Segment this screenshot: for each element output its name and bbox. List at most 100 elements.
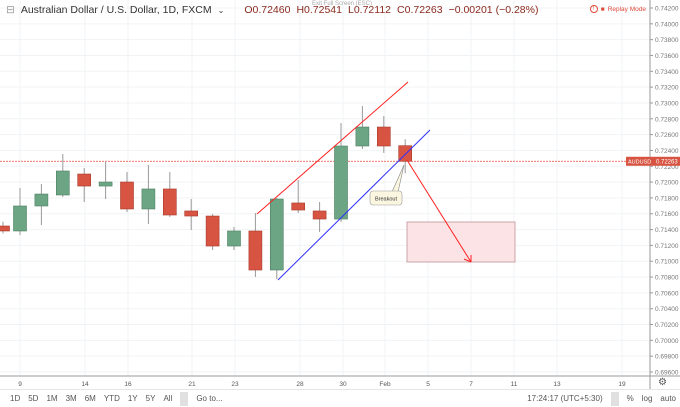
candle-down bbox=[77, 173, 91, 187]
candle-up bbox=[355, 126, 370, 147]
time-tick-label: 11 bbox=[511, 381, 518, 388]
last-price-label: 0.72263 bbox=[656, 159, 678, 165]
time-tick-label: 30 bbox=[339, 381, 347, 388]
price-tick-label: 0.72600 bbox=[655, 132, 679, 139]
price-tick-label: 0.73400 bbox=[655, 69, 679, 76]
low-value: L0.72112 bbox=[348, 4, 392, 16]
price-tick-label: 0.71600 bbox=[655, 211, 679, 218]
price-chart[interactable]: 0.74200 0.74000 0.73800 0.73600 0.73400 0.732… bbox=[0, 0, 680, 389]
percent-toggle[interactable]: % bbox=[626, 394, 634, 403]
upper-trendline bbox=[256, 81, 409, 215]
price-tick-label: 0.70000 bbox=[655, 338, 679, 345]
price-tick-label: 0.74000 bbox=[655, 21, 679, 28]
price-tick-label: 0.71000 bbox=[655, 259, 679, 266]
divider bbox=[180, 391, 189, 406]
candle-down bbox=[163, 188, 177, 216]
price-tick-label: 0.69800 bbox=[655, 354, 679, 361]
price-tick-label: 0.71800 bbox=[655, 195, 679, 202]
replay-mode-button[interactable]: ! ■ Replay Mode bbox=[589, 5, 646, 13]
price-tick-label: 0.71200 bbox=[655, 243, 679, 250]
open-value: O0.72460 bbox=[244, 4, 291, 16]
auto-toggle[interactable]: auto bbox=[660, 394, 676, 403]
range-3m[interactable]: 3M bbox=[65, 394, 77, 403]
time-tick-label: 23 bbox=[231, 381, 239, 388]
close-value: C0.72263 bbox=[397, 4, 443, 16]
candle-down bbox=[184, 210, 198, 217]
range-6m[interactable]: 6M bbox=[84, 394, 96, 403]
price-tick-label: 0.70600 bbox=[655, 290, 679, 297]
candle-up bbox=[98, 181, 113, 187]
range-ytd[interactable]: YTD bbox=[103, 394, 120, 403]
time-tick-label: 9 bbox=[18, 381, 22, 388]
range-1d[interactable]: 1D bbox=[10, 394, 21, 403]
range-1y[interactable]: 1Y bbox=[127, 394, 138, 403]
price-tick-label: 0.70800 bbox=[655, 275, 679, 282]
candle-down bbox=[248, 230, 263, 271]
chart-header: ⊟ Australian Dollar / U.S. Dollar, 1D, F… bbox=[6, 4, 538, 16]
breakout-label: Breakout bbox=[375, 197, 397, 203]
price-tick-label: 0.73200 bbox=[655, 85, 679, 92]
range-5d[interactable]: 5D bbox=[28, 394, 39, 403]
bottom-toolbar: 1D 5D 1M 3M 6M YTD 1Y 5Y All Go to... 17… bbox=[0, 389, 680, 407]
time-tick-label: 5 bbox=[426, 381, 430, 388]
gear-icon[interactable]: ⚙ bbox=[658, 377, 667, 388]
price-tick-label: 0.74200 bbox=[655, 6, 679, 13]
candle-up bbox=[34, 193, 49, 207]
price-tick-label: 0.73000 bbox=[655, 100, 679, 107]
candle-up bbox=[269, 198, 284, 271]
price-tick-label: 0.72400 bbox=[655, 148, 679, 155]
price-tick-label: 0.73600 bbox=[655, 53, 679, 60]
range-1m[interactable]: 1M bbox=[46, 394, 58, 403]
time-tick-label: 28 bbox=[296, 381, 304, 388]
time-tick-label: 16 bbox=[124, 381, 132, 388]
candle-up bbox=[334, 145, 348, 220]
replay-mode-label: Replay Mode bbox=[607, 5, 646, 13]
candle-down bbox=[205, 215, 220, 247]
callout-pointer bbox=[391, 164, 405, 193]
breakout-callout bbox=[369, 190, 403, 206]
goto-button[interactable]: Go to... bbox=[196, 394, 223, 403]
candle-up bbox=[13, 205, 27, 232]
price-tick-label: 0.71400 bbox=[655, 227, 679, 234]
symbol-title[interactable]: Australian Dollar / U.S. Dollar, 1D, FXC… bbox=[20, 4, 212, 16]
lower-trendline bbox=[277, 129, 431, 281]
chevron-down-icon[interactable]: ⌄ bbox=[217, 5, 225, 15]
time-tick-label: Feb bbox=[379, 381, 391, 388]
range-5y[interactable]: 5Y bbox=[145, 394, 156, 403]
range-all[interactable]: All bbox=[163, 394, 173, 403]
target-zone-rectangle bbox=[406, 221, 516, 263]
candle-down bbox=[0, 225, 10, 232]
time-tick-label: 21 bbox=[188, 381, 196, 388]
time-tick-label: 7 bbox=[469, 381, 473, 388]
high-value: H0.72541 bbox=[296, 4, 342, 16]
candle-up bbox=[55, 170, 70, 196]
candle-up bbox=[227, 230, 241, 247]
time-tick-label: 14 bbox=[81, 381, 89, 388]
price-tick-label: 0.70400 bbox=[655, 306, 679, 313]
symbol-tag: AUDUSD bbox=[628, 159, 651, 165]
hamburger-icon[interactable]: ⊟ bbox=[6, 4, 15, 16]
record-dot-icon: ■ bbox=[600, 5, 605, 13]
arrowhead-icon bbox=[463, 255, 472, 263]
candle-up bbox=[141, 188, 156, 210]
divider bbox=[610, 391, 619, 406]
change-value: −0.00201 (−0.28%) bbox=[448, 4, 539, 16]
candle-down bbox=[120, 181, 134, 210]
projection-arrow-line bbox=[406, 159, 472, 263]
time-tick-label: 19 bbox=[618, 381, 626, 388]
candle-down bbox=[376, 126, 391, 147]
price-tick-label: 0.70200 bbox=[655, 322, 679, 329]
clock-timezone[interactable]: 17:24:17 (UTC+5:30) bbox=[527, 394, 603, 403]
candle-down bbox=[291, 202, 306, 211]
last-price-tag bbox=[626, 156, 680, 166]
candle-down bbox=[312, 210, 327, 220]
price-tick-label: 0.72200 bbox=[655, 164, 679, 171]
log-toggle[interactable]: log bbox=[641, 394, 653, 403]
price-tick-label: 0.72800 bbox=[655, 116, 679, 123]
price-tick-label: 0.73800 bbox=[655, 37, 679, 44]
time-tick-label: 13 bbox=[553, 381, 561, 388]
price-tick-label: 0.69600 bbox=[655, 370, 679, 377]
alert-icon: ! bbox=[589, 5, 598, 13]
price-tick-label: 0.72000 bbox=[655, 180, 679, 187]
exit-fullscreen-button[interactable]: Exit Full Screen (ESC) bbox=[312, 1, 373, 7]
